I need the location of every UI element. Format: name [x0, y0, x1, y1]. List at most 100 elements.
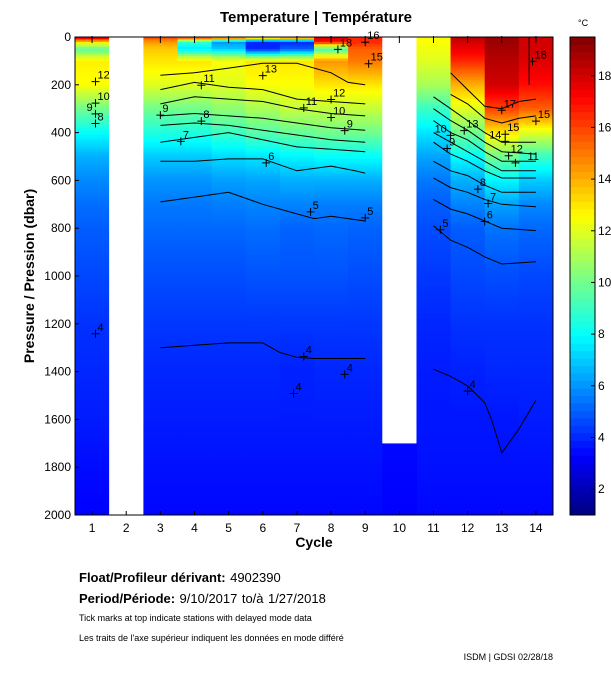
heat-cell: [177, 409, 213, 413]
heat-cell: [245, 96, 281, 100]
heat-cell: [450, 254, 486, 258]
heat-cell: [348, 185, 383, 189]
heat-cell: [416, 280, 452, 284]
heat-cell: [143, 412, 178, 416]
heat-cell: [348, 364, 383, 368]
heat-cell: [75, 426, 110, 430]
heat-cell: [279, 82, 315, 86]
heat-cell: [279, 307, 315, 310]
heat-cell: [177, 498, 213, 502]
heat-cell: [484, 290, 520, 294]
heat-cell: [314, 259, 349, 263]
heat-cell: [177, 321, 213, 325]
heat-cell: [450, 120, 486, 124]
heat-cell: [245, 491, 281, 494]
colorbar-band: [570, 111, 595, 120]
contour-marker: [460, 126, 469, 135]
heat-cell: [348, 287, 383, 291]
heat-cell: [348, 168, 383, 172]
heat-cell: [143, 134, 178, 138]
heat-cell: [75, 204, 110, 208]
heat-cell: [484, 96, 520, 100]
heat-cell: [75, 185, 110, 189]
contour-marker: [156, 111, 165, 120]
heat-cell: [314, 197, 349, 201]
heat-cell: [348, 192, 383, 196]
heat-cell: [245, 192, 281, 196]
heat-cell: [177, 230, 213, 234]
heat-cell: [279, 132, 315, 136]
heat-cell: [279, 51, 315, 55]
heat-cell: [143, 242, 178, 246]
heat-cell: [518, 385, 554, 389]
heat-cell: [75, 273, 110, 277]
heat-cell: [75, 471, 110, 475]
heat-cell: [484, 211, 520, 215]
heat-cell: [314, 409, 349, 413]
heat-cell: [450, 60, 486, 64]
heat-cell: [416, 120, 452, 124]
heat-cell: [314, 228, 349, 232]
colorbar-band: [570, 320, 595, 329]
heat-cell: [75, 419, 110, 423]
contour-marker: [528, 57, 537, 66]
heat-cell: [518, 503, 554, 506]
heat-cell: [177, 419, 213, 423]
heat-cell: [143, 469, 178, 473]
heat-cell: [518, 199, 554, 203]
heat-cell: [348, 151, 383, 155]
heat-cell: [518, 295, 554, 299]
heat-cell: [348, 240, 383, 244]
heat-cell: [211, 146, 247, 150]
heat-cell: [348, 307, 383, 310]
heat-cell: [245, 175, 281, 179]
contour-marker: [258, 71, 267, 80]
heat-cell: [143, 189, 178, 193]
heat-cell: [245, 256, 281, 260]
heat-cell: [484, 244, 520, 248]
heat-cell: [416, 75, 452, 79]
heat-cell: [75, 280, 110, 284]
contour-marker: [91, 99, 100, 108]
heat-cell: [75, 455, 110, 459]
heat-cell: [450, 443, 486, 447]
heat-cell: [245, 60, 281, 64]
heat-cell: [211, 254, 247, 258]
heat-cell: [279, 428, 315, 432]
heat-cell: [314, 428, 349, 432]
heat-cell: [211, 113, 247, 117]
heat-cell: [143, 127, 178, 131]
heat-cell: [348, 53, 383, 57]
heat-cell: [279, 101, 315, 105]
heat-cell: [518, 457, 554, 461]
heat-cell: [143, 249, 178, 253]
heat-cell: [450, 335, 486, 339]
heat-cell: [211, 304, 247, 308]
heat-cell: [279, 118, 315, 122]
heat-cell: [518, 194, 554, 198]
contour-label-4: 4: [97, 322, 103, 334]
y-tick-label: 600: [51, 173, 71, 187]
heat-cell: [348, 276, 383, 279]
heat-cell: [450, 450, 486, 454]
heat-cell: [518, 94, 554, 98]
heat-cell: [245, 426, 281, 430]
heat-cell: [348, 297, 383, 301]
heat-cell: [314, 359, 349, 363]
heat-cell: [314, 221, 349, 224]
heat-cell: [177, 474, 213, 478]
heat-cell: [245, 297, 281, 301]
heat-cell: [416, 357, 452, 361]
heat-cell: [518, 158, 554, 162]
heat-cell: [245, 264, 281, 267]
heat-cell: [484, 91, 520, 95]
heat-cell: [314, 433, 349, 437]
heat-cell: [245, 182, 281, 186]
heat-cell: [484, 80, 520, 83]
contour-label-8: 8: [203, 109, 209, 121]
heat-cell: [279, 91, 315, 95]
heat-cell: [143, 347, 178, 351]
heat-cell: [211, 235, 247, 239]
heat-cell: [314, 330, 349, 334]
heat-cell: [279, 330, 315, 334]
